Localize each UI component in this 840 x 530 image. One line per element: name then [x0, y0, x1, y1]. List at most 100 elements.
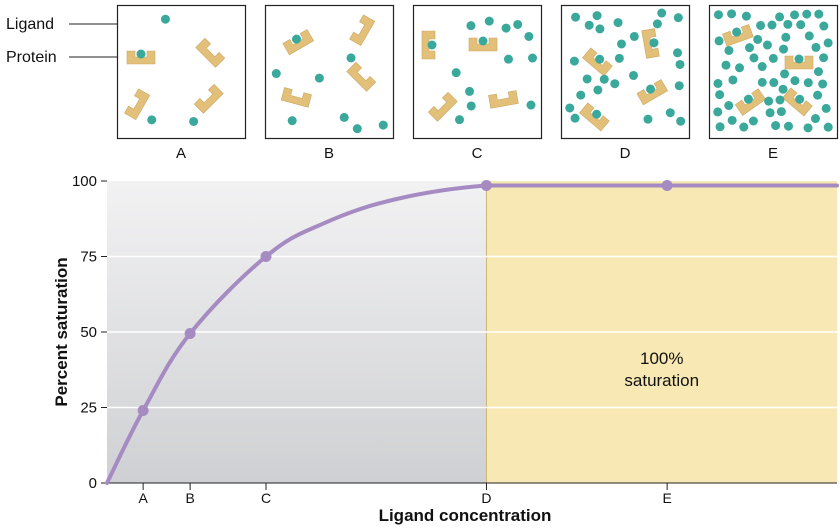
free-ligand	[803, 78, 813, 88]
free-ligand	[813, 90, 823, 100]
free-ligand	[818, 79, 828, 89]
free-ligand	[803, 123, 813, 133]
protein	[641, 28, 660, 59]
data-point-E	[661, 180, 673, 192]
free-ligand	[713, 10, 723, 20]
free-ligand	[811, 42, 821, 52]
free-ligand	[778, 84, 788, 94]
free-ligand	[724, 45, 734, 55]
y-tick-label-75: 75	[80, 249, 97, 266]
x-axis-title: Ligand concentration	[379, 506, 552, 525]
panel-frame	[412, 4, 543, 140]
free-ligand	[352, 124, 362, 134]
panel-frame	[264, 4, 395, 140]
free-ligand	[757, 62, 767, 72]
free-ligand	[756, 20, 766, 30]
free-ligand	[593, 85, 603, 95]
free-ligand	[503, 54, 513, 64]
data-point-B	[184, 328, 196, 340]
x-tick-label-D: D	[481, 490, 491, 506]
free-ligand	[819, 53, 829, 63]
free-ligand	[466, 101, 476, 111]
legend-protein-label: Protein	[6, 49, 57, 66]
x-axis-ticks: A B C D E	[138, 483, 672, 506]
free-ligand	[823, 38, 833, 48]
panel-label-A: A	[176, 145, 186, 162]
free-ligand	[739, 122, 749, 132]
panel-label-E: E	[768, 145, 778, 162]
saturation-label-percent: 100%	[640, 349, 683, 368]
free-ligand	[673, 13, 683, 23]
protein	[582, 47, 613, 77]
free-ligand	[728, 75, 738, 85]
bound-ligand	[595, 54, 605, 64]
free-ligand	[713, 78, 723, 88]
free-ligand	[576, 90, 586, 100]
free-ligand	[287, 116, 297, 126]
free-ligand	[484, 16, 494, 26]
free-ligand	[741, 11, 751, 21]
panel-B: B	[264, 4, 395, 162]
free-ligand	[769, 78, 779, 88]
free-ligand	[528, 53, 538, 63]
free-ligand	[675, 59, 685, 69]
free-ligand	[339, 112, 349, 122]
free-ligand	[571, 12, 581, 22]
free-ligand	[665, 108, 675, 118]
bound-ligand	[743, 94, 753, 104]
free-ligand	[569, 56, 579, 66]
bound-ligand	[794, 54, 804, 64]
free-ligand	[821, 103, 831, 113]
panels: A B C D E	[116, 4, 839, 162]
free-ligand	[629, 31, 639, 41]
y-tick-label-25: 25	[80, 400, 97, 417]
y-tick-label-0: 0	[89, 475, 97, 492]
bound-ligand	[592, 109, 602, 119]
free-ligand	[713, 107, 723, 117]
panel-label-D: D	[620, 145, 631, 162]
protein	[427, 91, 458, 122]
protein	[126, 49, 156, 65]
protein	[488, 90, 519, 109]
data-point-A	[137, 405, 149, 417]
free-ligand	[779, 44, 789, 54]
free-ligand	[271, 69, 281, 79]
bound-ligand	[292, 34, 301, 44]
free-ligand	[783, 19, 793, 29]
free-ligand	[617, 39, 627, 49]
free-ligand	[780, 69, 790, 79]
free-ligand	[819, 21, 829, 31]
free-ligand	[796, 20, 806, 30]
free-ligand	[466, 21, 476, 31]
free-ligand	[378, 120, 388, 130]
legend-ligand-label: Ligand	[6, 16, 54, 33]
free-ligand	[771, 121, 781, 131]
free-ligand	[565, 103, 575, 113]
protein	[124, 88, 151, 121]
panel-E: E	[708, 4, 839, 162]
bound-ligand	[427, 40, 437, 50]
free-ligand	[765, 108, 775, 118]
free-ligand	[727, 115, 737, 125]
free-ligand	[727, 9, 737, 19]
free-ligand	[652, 19, 662, 29]
gridlines	[107, 255, 837, 409]
free-ligand	[810, 114, 820, 124]
bound-ligand	[795, 94, 805, 104]
bound-ligand	[478, 36, 488, 46]
protein	[782, 87, 813, 117]
free-ligand	[823, 122, 833, 132]
x-tick-label-E: E	[662, 490, 671, 506]
free-ligand	[610, 79, 620, 89]
free-ligand	[189, 116, 199, 126]
free-ligand	[147, 115, 157, 125]
protein	[579, 102, 610, 132]
free-ligand	[674, 81, 684, 91]
panel-label-C: C	[472, 145, 483, 162]
free-ligand	[764, 96, 774, 106]
panel-D: D	[560, 4, 691, 162]
free-ligand	[804, 31, 814, 41]
free-ligand	[762, 40, 772, 50]
protein	[280, 87, 312, 108]
x-tick-label-A: A	[138, 490, 148, 506]
